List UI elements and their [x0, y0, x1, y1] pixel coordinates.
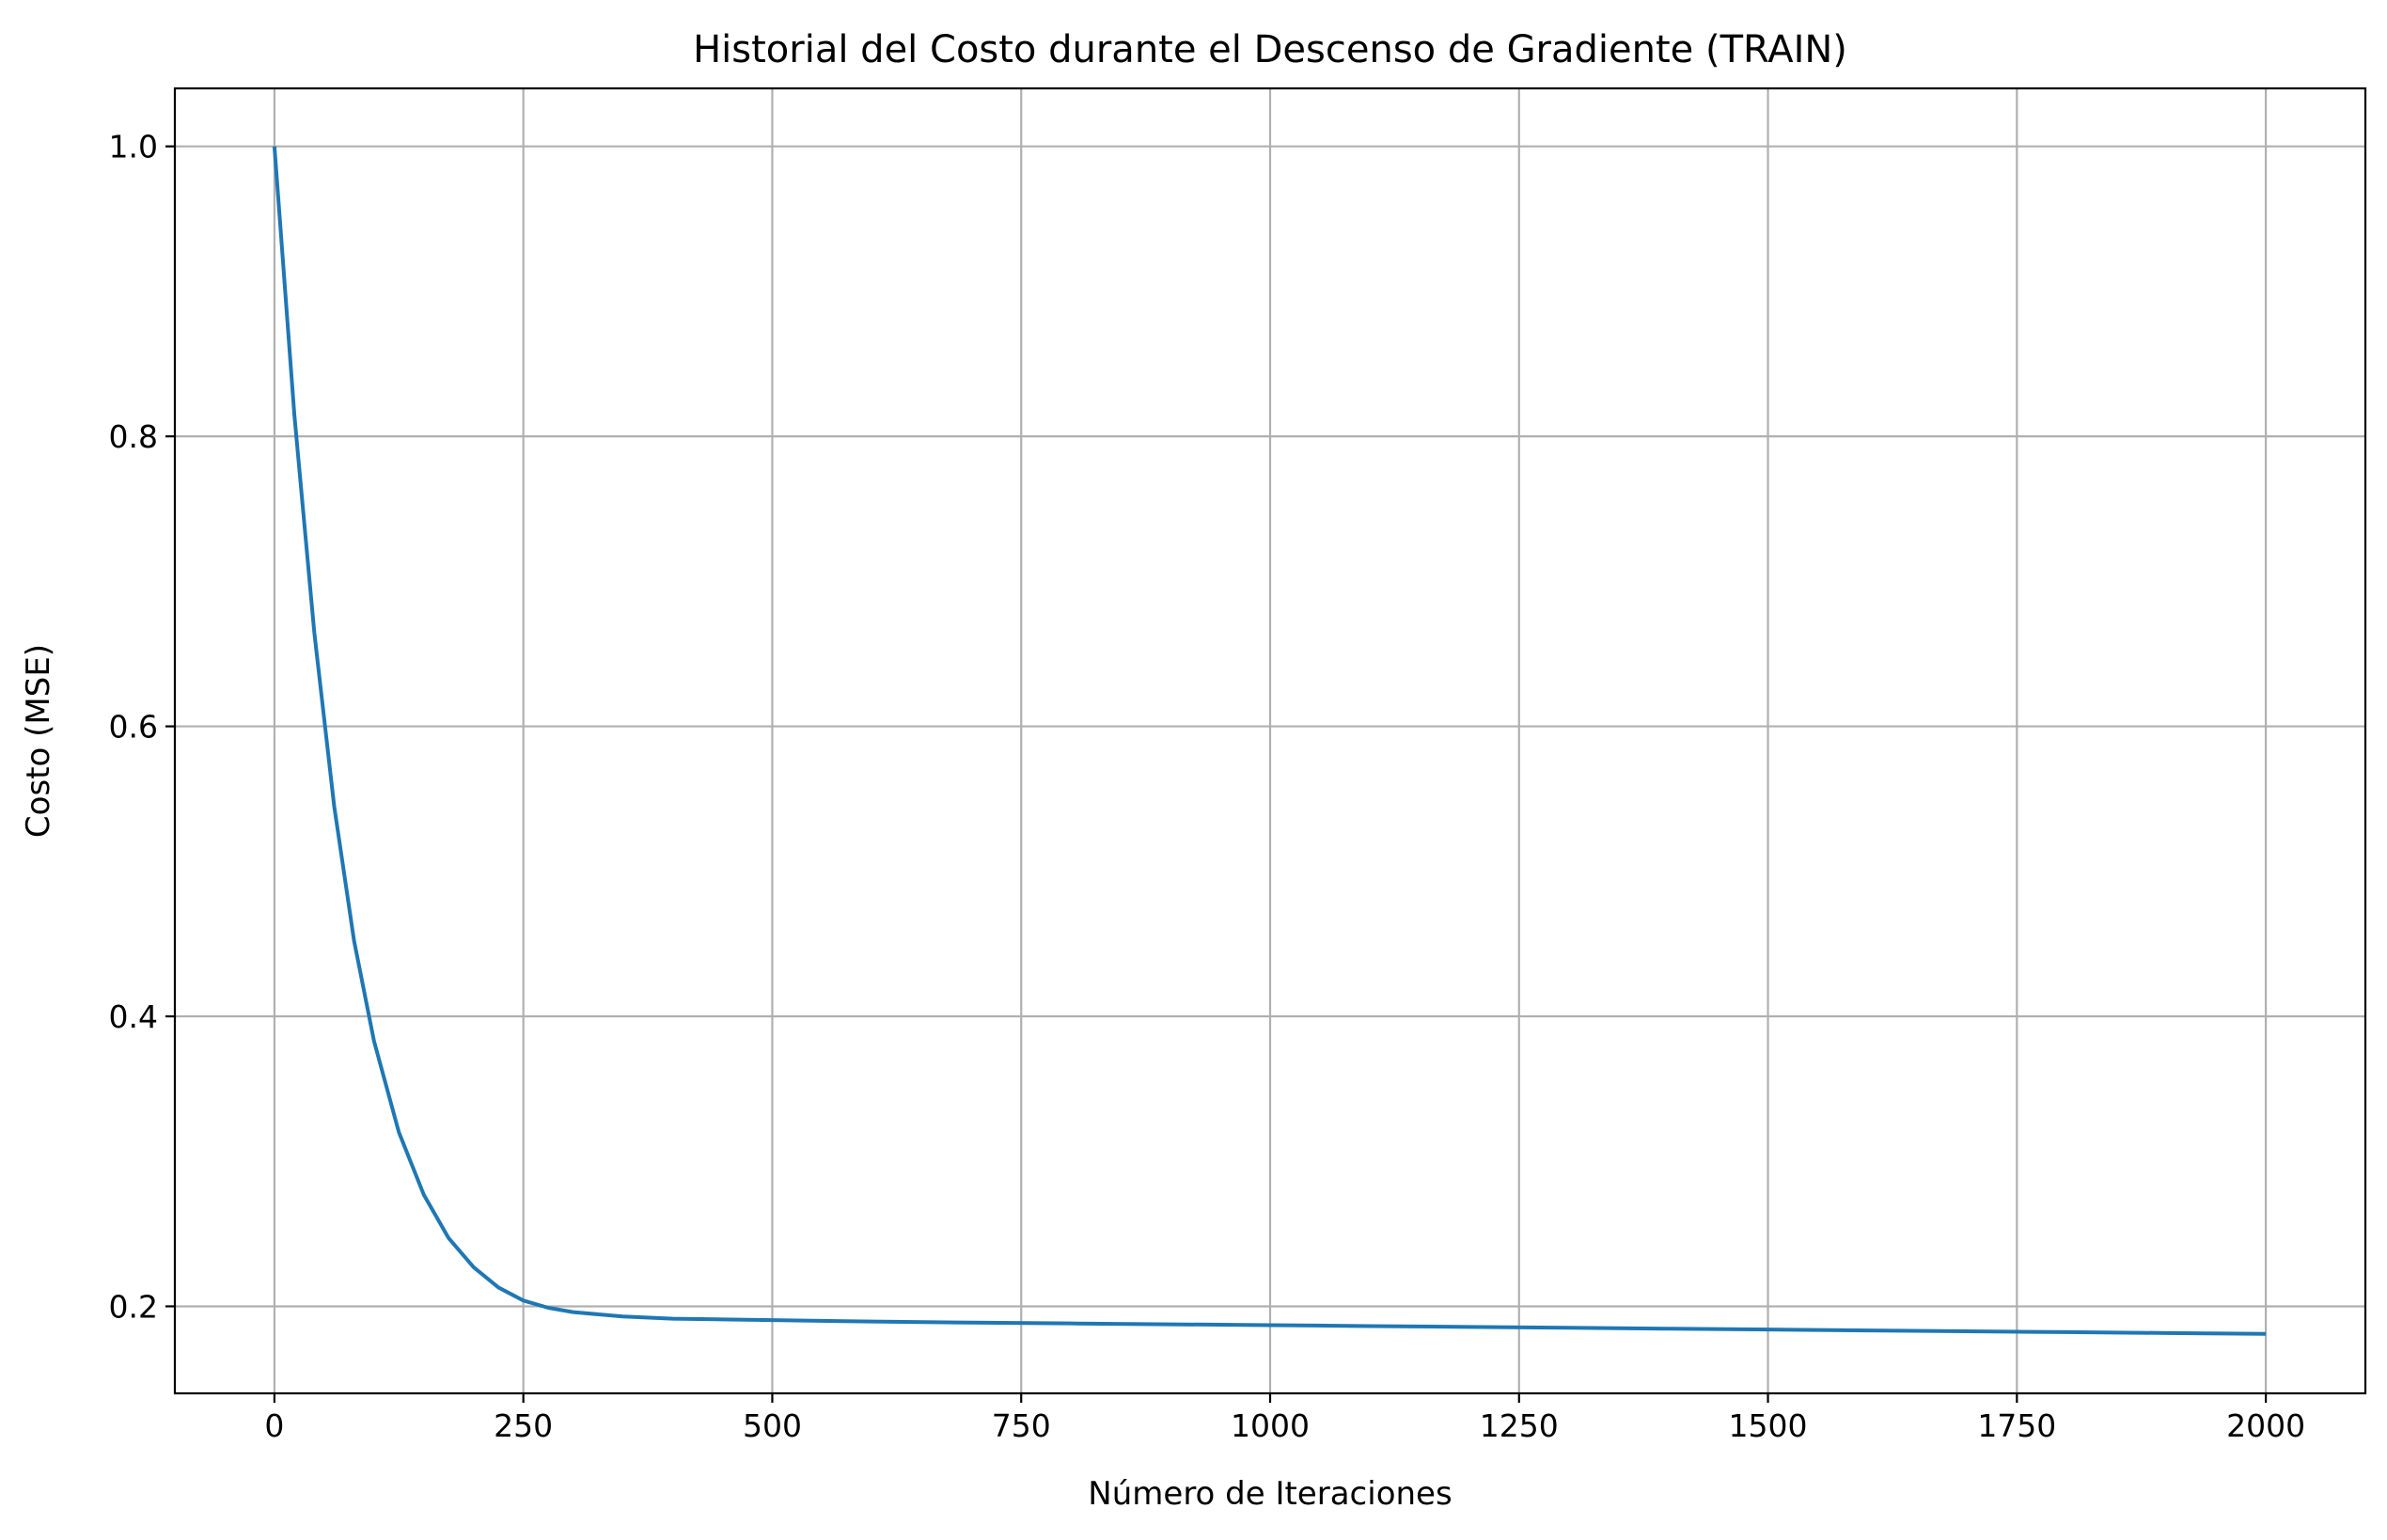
x-tick-label: 1500 [1729, 1407, 1808, 1444]
x-axis-title: Número de Iteraciones [1088, 1475, 1452, 1513]
chart-title: Historial del Costo durante el Descenso … [693, 28, 1847, 71]
y-tick-label: 0.4 [109, 998, 158, 1035]
y-axis-title: Costo (MSE) [20, 644, 57, 838]
x-tick-label: 0 [264, 1407, 284, 1444]
x-tick-label: 2000 [2226, 1407, 2305, 1444]
line-layer [272, 146, 2267, 1336]
x-tick-label: 1750 [1977, 1407, 2056, 1444]
y-tick-label: 1.0 [109, 129, 158, 165]
grid-layer [175, 88, 2365, 1393]
x-tick-label: 250 [494, 1407, 553, 1444]
x-tick-label: 750 [992, 1407, 1051, 1444]
y-tick-label: 0.2 [109, 1288, 158, 1325]
label-layer: Historial del Costo durante el Descenso … [20, 28, 1847, 1513]
x-tick-label: 500 [743, 1407, 802, 1444]
x-tick-label: 1250 [1480, 1407, 1559, 1444]
y-tick-label: 0.6 [109, 709, 158, 746]
cost-series-line [272, 146, 2267, 1336]
y-tick-label: 0.8 [109, 418, 158, 455]
x-tick-label: 1000 [1231, 1407, 1310, 1444]
tick-layer: 0 250 500 750 1000 1250 1500 1750 2000 0.2 0.4 0.6 0… [109, 129, 2306, 1444]
